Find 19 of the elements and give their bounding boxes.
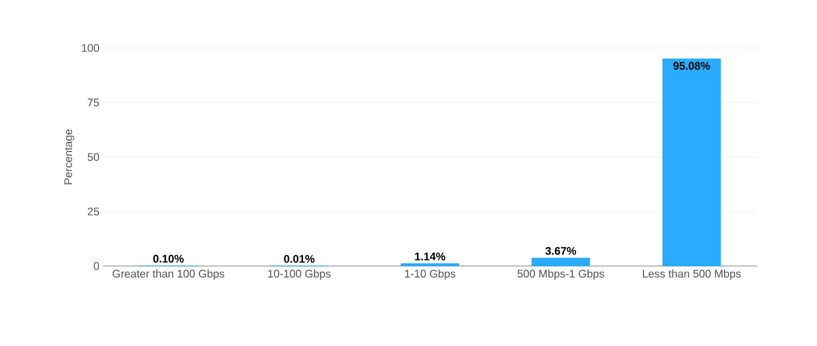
data-label: 0.10% [153, 254, 184, 263]
data-label: 3.67% [545, 246, 576, 255]
bar [532, 258, 590, 266]
y-axis-title: Percentage [64, 129, 74, 184]
x-tick-label: 500 Mbps-1 Gbps [518, 270, 604, 280]
y-tick-label: 75 [88, 98, 100, 106]
y-tick-label: 100 [82, 44, 100, 52]
bar [662, 58, 721, 266]
x-tick-label: Greater than 100 Gbps [112, 270, 224, 280]
bar [400, 263, 460, 266]
y-tick-label: 0 [94, 262, 100, 270]
x-tick-label: 1-10 Gbps [405, 270, 456, 280]
data-label: 95.08% [673, 62, 710, 70]
y-tick-label: 25 [88, 208, 100, 216]
x-tick-label: Less than 500 Mbps [642, 270, 741, 280]
x-tick-label: 10-100 Gbps [268, 270, 331, 280]
data-label: 0.01% [284, 254, 314, 263]
data-label: 1.14% [415, 252, 446, 260]
y-tick-label: 50 [88, 153, 100, 161]
